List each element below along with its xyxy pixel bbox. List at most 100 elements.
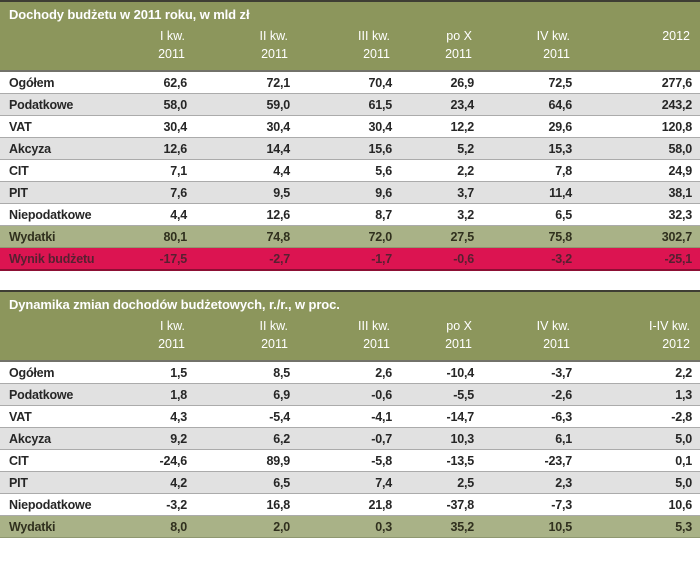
cell-value: -6,3 (482, 405, 580, 428)
cell-value: 2,6 (298, 361, 400, 384)
cell-value: -3,7 (482, 361, 580, 384)
cell-value: -24,6 (130, 449, 195, 472)
cell-value: 30,4 (130, 115, 195, 138)
cell-value: -37,8 (400, 493, 482, 516)
cell-value: 30,4 (195, 115, 298, 138)
cell-value: 1,3 (580, 383, 700, 406)
cell-value: 3,2 (400, 203, 482, 226)
cell-value: 6,9 (195, 383, 298, 406)
row-label: CIT (0, 159, 130, 182)
table-row: CIT 7,1 4,4 5,6 2,2 7,8 24,9 (0, 159, 700, 182)
cell-value: 9,5 (195, 181, 298, 204)
cell-value: -3,2 (130, 493, 195, 516)
row-label: PIT (0, 471, 130, 494)
cell-value: 26,9 (400, 71, 482, 94)
cell-value: 5,2 (400, 137, 482, 160)
row-label: Niepodatkowe (0, 203, 130, 226)
cell-value: 120,8 (580, 115, 700, 138)
cell-value: -4,1 (298, 405, 400, 428)
cell-value: 7,8 (482, 159, 580, 182)
cell-value: 5,0 (580, 471, 700, 494)
cell-value: -5,8 (298, 449, 400, 472)
column-header: III kw. 2011 (298, 25, 400, 72)
row-label: Akcyza (0, 137, 130, 160)
column-header-spacer (0, 315, 130, 362)
cell-value: 72,0 (298, 225, 400, 248)
cell-value: 29,6 (482, 115, 580, 138)
cell-value: 8,5 (195, 361, 298, 384)
row-label: PIT (0, 181, 130, 204)
cell-value: 16,8 (195, 493, 298, 516)
cell-value: 11,4 (482, 181, 580, 204)
cell-value: 2,0 (195, 515, 298, 538)
cell-value: 12,6 (130, 137, 195, 160)
cell-value: -10,4 (400, 361, 482, 384)
cell-value: 3,7 (400, 181, 482, 204)
cell-value: 4,3 (130, 405, 195, 428)
cell-value: 6,1 (482, 427, 580, 450)
row-label: Ogółem (0, 361, 130, 384)
table-row: VAT 30,4 30,4 30,4 12,2 29,6 120,8 (0, 115, 700, 138)
cell-value: 15,6 (298, 137, 400, 160)
table-row: Akcyza 9,2 6,2 -0,7 10,3 6,1 5,0 (0, 427, 700, 450)
table-title: Dochody budżetu w 2011 roku, w mld zł (0, 2, 700, 25)
row-label: Ogółem (0, 71, 130, 94)
column-header: po X 2011 (400, 25, 482, 72)
cell-value: -2,7 (195, 247, 298, 271)
cell-value: 1,5 (130, 361, 195, 384)
table-row: Niepodatkowe -3,2 16,8 21,8 -37,8 -7,3 10,6 (0, 493, 700, 516)
cell-value: -5,5 (400, 383, 482, 406)
cell-value: 80,1 (130, 225, 195, 248)
cell-value: 75,8 (482, 225, 580, 248)
cell-value: 2,2 (580, 361, 700, 384)
cell-value: 23,4 (400, 93, 482, 116)
cell-value: 243,2 (580, 93, 700, 116)
cell-value: -7,3 (482, 493, 580, 516)
cell-value: -2,6 (482, 383, 580, 406)
table-row: CIT -24,6 89,9 -5,8 -13,5 -23,7 0,1 (0, 449, 700, 472)
cell-value: 6,5 (195, 471, 298, 494)
cell-value: 4,4 (195, 159, 298, 182)
cell-value: 0,3 (298, 515, 400, 538)
column-header: po X 2011 (400, 315, 482, 362)
cell-value: 7,1 (130, 159, 195, 182)
column-header: IV kw. 2011 (482, 315, 580, 362)
column-header: 2012 (580, 25, 700, 72)
cell-value: 277,6 (580, 71, 700, 94)
cell-value: 12,2 (400, 115, 482, 138)
cell-value: 12,6 (195, 203, 298, 226)
cell-value: 8,7 (298, 203, 400, 226)
cell-value: 10,5 (482, 515, 580, 538)
cell-value: 2,3 (482, 471, 580, 494)
cell-value: -1,7 (298, 247, 400, 271)
table-row: Wydatki 8,0 2,0 0,3 35,2 10,5 5,3 (0, 515, 700, 538)
column-header: III kw. 2011 (298, 315, 400, 362)
cell-value: 21,8 (298, 493, 400, 516)
cell-value: 32,3 (580, 203, 700, 226)
row-label: Podatkowe (0, 383, 130, 406)
cell-value: -23,7 (482, 449, 580, 472)
cell-value: 89,9 (195, 449, 298, 472)
cell-value: -14,7 (400, 405, 482, 428)
column-header: I kw. 2011 (130, 25, 195, 72)
table-row: Ogółem 62,6 72,1 70,4 26,9 72,5 277,6 (0, 71, 700, 94)
row-label: Akcyza (0, 427, 130, 450)
table-row: VAT 4,3 -5,4 -4,1 -14,7 -6,3 -2,8 (0, 405, 700, 428)
cell-value: 10,3 (400, 427, 482, 450)
table-block-2: Dynamika zmian dochodów budżetowych, r./… (0, 290, 700, 538)
cell-value: -2,8 (580, 405, 700, 428)
cell-value: 4,4 (130, 203, 195, 226)
table-block-1: Dochody budżetu w 2011 roku, w mld zł I k… (0, 0, 700, 271)
header-row: I kw. 2011 II kw. 2011 III kw. 2011 po X 20… (0, 25, 700, 72)
table-row: Wynik budżetu -17,5 -2,7 -1,7 -0,6 -3,2 -25,1 (0, 247, 700, 271)
table-title: Dynamika zmian dochodów budżetowych, r./… (0, 292, 700, 315)
cell-value: 5,3 (580, 515, 700, 538)
row-label: Wydatki (0, 225, 130, 248)
row-label: VAT (0, 115, 130, 138)
row-label: Wydatki (0, 515, 130, 538)
cell-value: 59,0 (195, 93, 298, 116)
cell-value: 58,0 (130, 93, 195, 116)
cell-value: 35,2 (400, 515, 482, 538)
cell-value: 38,1 (580, 181, 700, 204)
cell-value: 70,4 (298, 71, 400, 94)
